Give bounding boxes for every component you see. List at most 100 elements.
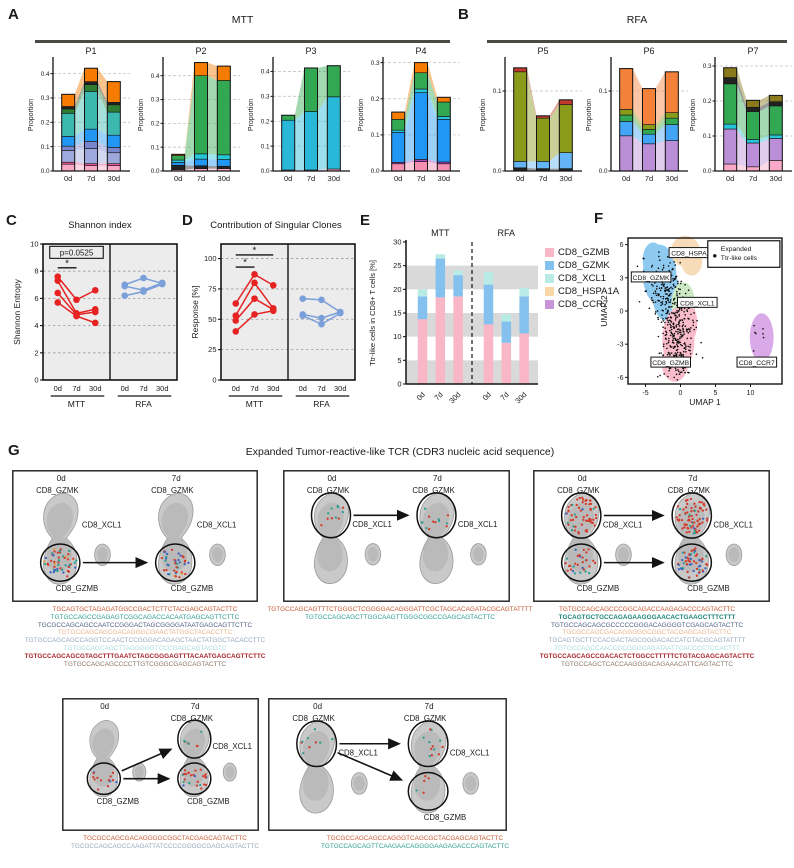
- panel-label-f: F: [594, 210, 604, 227]
- svg-text:RFA: RFA: [135, 399, 152, 409]
- svg-text:0: 0: [212, 376, 216, 385]
- svg-text:0.1: 0.1: [261, 143, 270, 150]
- svg-text:CD8_GZMB: CD8_GZMB: [56, 584, 98, 593]
- legend-label: CD8_XCL1: [558, 273, 607, 284]
- svg-text:0.1: 0.1: [703, 133, 712, 140]
- svg-text:P6: P6: [643, 46, 654, 56]
- tcr-box-3: 0d CD8_GZMK CD8_XCL1 CD8_GZMB 7d CD8_GZMK CD8_…: [533, 470, 770, 607]
- svg-text:0.2: 0.2: [261, 118, 270, 125]
- tcr-sequences-1: TGCAGTGCTAGAGATGGCCGACTCTTCTACGAGCAGTACT…: [0, 606, 290, 669]
- svg-text:30d: 30d: [108, 174, 121, 183]
- svg-text:CD8_XCL1: CD8_XCL1: [680, 300, 715, 307]
- panel-label-e: E: [360, 212, 371, 229]
- svg-text:-3: -3: [617, 342, 623, 349]
- svg-text:P3: P3: [305, 46, 316, 56]
- svg-text:0d: 0d: [232, 384, 240, 393]
- svg-text:7d: 7d: [317, 384, 325, 393]
- svg-text:8: 8: [34, 267, 38, 276]
- cdr3-sequence: TGCAGTGCTGCCAGAGAAGGGAACACTGAAGCTTTCTTT: [558, 613, 736, 621]
- svg-text:0d: 0d: [64, 174, 72, 183]
- svg-text:7d: 7d: [539, 174, 547, 183]
- ttr-legend: CD8_GZMB CD8_GZMK CD8_XCL1 CD8_HSPA1A CD8_CC…: [545, 247, 619, 312]
- tcr-sequences-5: TGCGCCAGCAGCCAGGGTCAGCGCTACGAGCAGTACTTC T…: [270, 835, 560, 851]
- svg-text:0: 0: [679, 390, 683, 397]
- svg-text:10: 10: [393, 332, 401, 341]
- svg-text:CD8_GZMK: CD8_GZMK: [171, 714, 214, 723]
- svg-text:25: 25: [208, 345, 216, 354]
- svg-text:-5: -5: [642, 390, 648, 397]
- svg-text:30d: 30d: [438, 174, 451, 183]
- singular-clones-title: Contribution of Singular Clones: [210, 220, 342, 231]
- svg-text:CD8_HSPA1A: CD8_HSPA1A: [671, 251, 715, 258]
- svg-text:50: 50: [208, 315, 216, 324]
- svg-text:P1: P1: [85, 46, 96, 56]
- svg-text:0d: 0d: [299, 384, 307, 393]
- panel-label-c: C: [6, 212, 17, 229]
- svg-text:75: 75: [208, 284, 216, 293]
- legend-swatch: [545, 248, 554, 257]
- svg-text:CD8_XCL1: CD8_XCL1: [82, 520, 121, 529]
- svg-text:100: 100: [204, 254, 217, 263]
- svg-text:CD8_GZMB: CD8_GZMB: [187, 797, 229, 806]
- svg-text:7d: 7d: [250, 384, 258, 393]
- svg-text:CD8_GZMK: CD8_GZMK: [557, 486, 600, 495]
- svg-text:CD8_GZMK: CD8_GZMK: [668, 486, 711, 495]
- rfa-group-title: RFA: [626, 14, 648, 26]
- svg-text:0.4: 0.4: [261, 69, 270, 76]
- svg-text:7d: 7d: [139, 384, 147, 393]
- svg-text:0.3: 0.3: [261, 94, 270, 101]
- svg-text:0.0: 0.0: [41, 168, 50, 175]
- svg-text:CD8_GZMB: CD8_GZMB: [577, 584, 619, 593]
- svg-text:MTT: MTT: [68, 399, 85, 409]
- legend-label: CD8_CCR7: [558, 299, 609, 310]
- svg-text:7d: 7d: [688, 474, 697, 483]
- svg-text:CD8_GZMB: CD8_GZMB: [171, 584, 213, 593]
- legend-item-cd8_gzmb: CD8_GZMB: [545, 247, 619, 258]
- svg-text:CD8_GZMK: CD8_GZMK: [412, 486, 455, 495]
- legend-label: CD8_GZMK: [558, 260, 610, 271]
- svg-text:P2: P2: [195, 46, 206, 56]
- chart-p6: 0.0 0.1 0d 7d 30d Proportion P6: [583, 46, 690, 203]
- svg-text:30: 30: [393, 238, 401, 247]
- svg-text:6: 6: [620, 242, 624, 249]
- svg-text:Proportion: Proportion: [480, 99, 487, 131]
- svg-text:0d: 0d: [726, 174, 734, 183]
- svg-text:0.1: 0.1: [493, 88, 502, 95]
- svg-text:MTT: MTT: [246, 399, 263, 409]
- svg-text:7d: 7d: [749, 174, 757, 183]
- cdr3-sequence: TGTGCCAGCAGCGCCCCCGGGACAGGGGTCGAGCAGTACT…: [551, 621, 743, 629]
- svg-text:20: 20: [393, 285, 401, 294]
- svg-text:0.0: 0.0: [493, 168, 502, 175]
- chart-singular-clones: 0d 7d 30d MTT 0d 7d 30d RFA * * 0 25 50 75 100 Response…: [188, 228, 364, 435]
- cdr3-sequence: TGTGCCAGCAGCGTAGCTTTGAATCTAGCGGGAGTTTACA…: [24, 652, 266, 660]
- svg-text:0d: 0d: [394, 174, 402, 183]
- svg-text:CD8_GZMK: CD8_GZMK: [307, 486, 350, 495]
- svg-text:0.2: 0.2: [41, 120, 50, 127]
- svg-text:30d: 30d: [447, 390, 462, 405]
- svg-text:7d: 7d: [433, 474, 442, 483]
- svg-text:0d: 0d: [622, 174, 630, 183]
- svg-text:0: 0: [397, 380, 401, 389]
- svg-text:7d: 7d: [172, 474, 181, 483]
- legend-swatch: [545, 300, 554, 309]
- svg-text:P7: P7: [747, 46, 758, 56]
- chart-p3: 0.0 0.1 0.2 0.3 0.4 0d 7d 30d Proportion P3: [245, 46, 352, 203]
- svg-text:CD8_GZMK: CD8_GZMK: [151, 486, 194, 495]
- svg-text:2: 2: [34, 348, 38, 357]
- legend-item-cd8_xcl1: CD8_XCL1: [545, 273, 619, 284]
- svg-text:Expanded: Expanded: [721, 246, 752, 253]
- chart-p5: 0.0 0.1 0d 7d 30d Proportion P5: [477, 46, 584, 203]
- svg-text:0.0: 0.0: [261, 168, 270, 175]
- legend-item-cd8_ccr7: CD8_CCR7: [545, 299, 619, 310]
- svg-text:7d: 7d: [191, 702, 200, 711]
- svg-text:15: 15: [393, 309, 401, 318]
- svg-text:30d: 30d: [770, 174, 783, 183]
- svg-text:7d: 7d: [645, 174, 653, 183]
- mtt-group-underline: [35, 40, 450, 43]
- legend-item-cd8_gzmk: CD8_GZMK: [545, 260, 619, 271]
- tcr-sequences-2: TGTGCCAGCAGTTTCTGGGCTCGGGGACAGGGATTCGCTA…: [250, 606, 550, 622]
- cdr3-sequence: TGTGCCAGCTCACCAAGGGACAGAAACATTCAGTACTTC: [561, 660, 733, 668]
- svg-text:Proportion: Proportion: [358, 99, 365, 131]
- svg-text:UMAP 1: UMAP 1: [689, 397, 721, 407]
- mtt-group-title: MTT: [231, 14, 254, 26]
